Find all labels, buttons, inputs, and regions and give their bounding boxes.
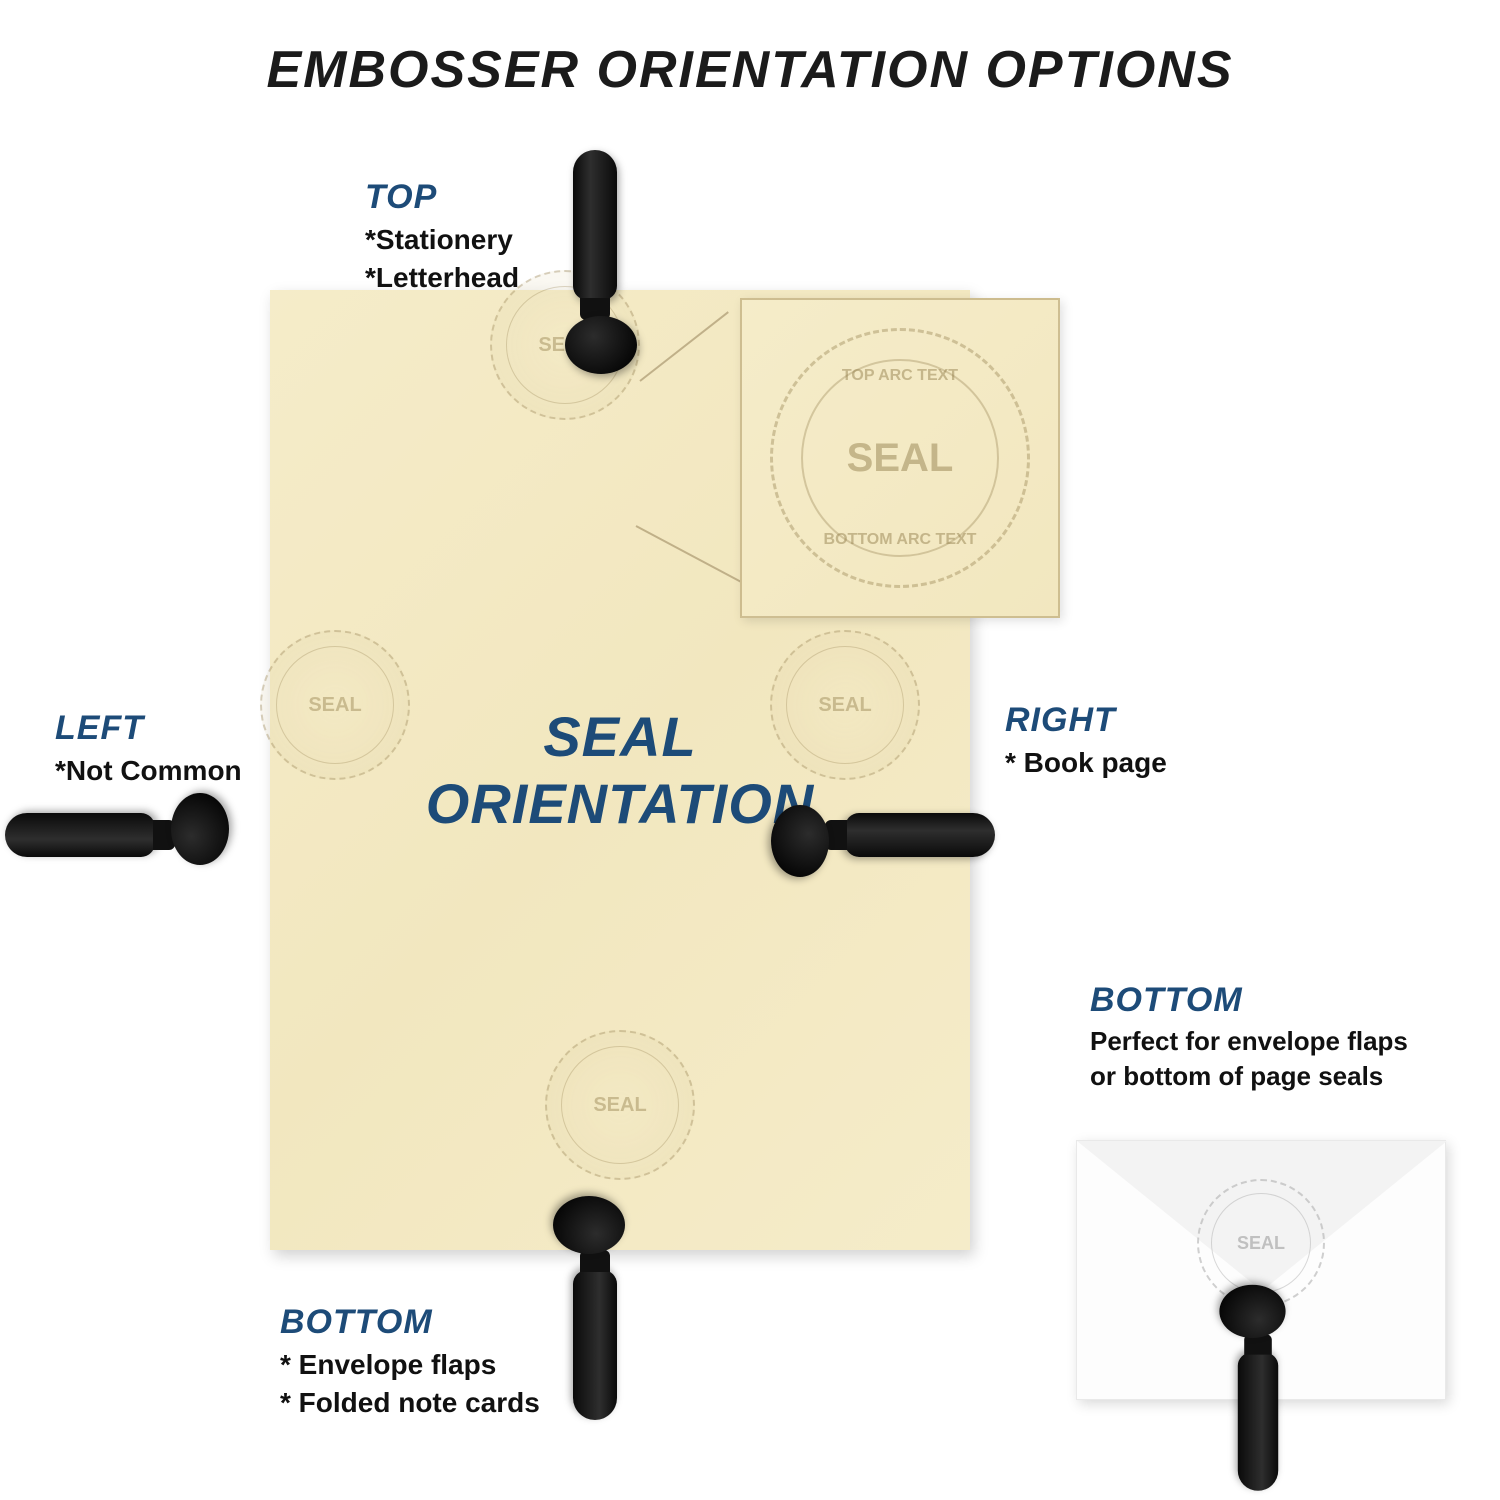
embosser-tool-bottom: [565, 1190, 625, 1420]
zoom-seal-text: SEAL: [847, 436, 954, 481]
label-bottom: BOTTOM * Envelope flaps * Folded note ca…: [280, 1300, 540, 1421]
embosser-tool-envelope: [1230, 1279, 1285, 1491]
embosser-tool-left: [5, 805, 235, 865]
label-bottom-line1: * Envelope flaps: [280, 1346, 540, 1384]
seal-zoom-impression: TOP ARC TEXT SEAL BOTTOM ARC TEXT: [770, 328, 1030, 588]
paper-center-line1: SEAL: [426, 703, 814, 770]
label-bottom-line2: * Folded note cards: [280, 1384, 540, 1422]
seal-zoom-callout: TOP ARC TEXT SEAL BOTTOM ARC TEXT: [740, 298, 1060, 618]
label-bottom2-line2: or bottom of page seals: [1090, 1059, 1408, 1094]
label-right-line1: * Book page: [1005, 744, 1167, 782]
label-top: TOP *Stationery *Letterhead: [365, 175, 519, 296]
label-top-heading: TOP: [365, 175, 519, 221]
paper-center-line2: ORIENTATION: [426, 770, 814, 837]
label-bottom-heading: BOTTOM: [280, 1300, 540, 1346]
seal-impression-bottom: SEAL: [545, 1030, 695, 1180]
zoom-arc-bottom: BOTTOM ARC TEXT: [824, 531, 977, 549]
zoom-arc-top: TOP ARC TEXT: [842, 367, 958, 385]
embosser-tool-top: [565, 150, 625, 380]
label-right-heading: RIGHT: [1005, 698, 1167, 744]
label-right: RIGHT * Book page: [1005, 698, 1167, 782]
label-left-heading: LEFT: [55, 706, 242, 752]
label-left-line1: *Not Common: [55, 752, 242, 790]
label-bottom2-heading: BOTTOM: [1090, 978, 1408, 1024]
page-title: EMBOSSER ORIENTATION OPTIONS: [0, 40, 1500, 100]
paper-center-label: SEAL ORIENTATION: [426, 703, 814, 837]
embosser-tool-right: [765, 805, 995, 865]
label-bottom-envelope: BOTTOM Perfect for envelope flaps or bot…: [1090, 978, 1408, 1094]
label-top-line1: *Stationery: [365, 221, 519, 259]
label-top-line2: *Letterhead: [365, 259, 519, 297]
label-left: LEFT *Not Common: [55, 706, 242, 790]
seal-impression-left: SEAL: [260, 630, 410, 780]
label-bottom2-line1: Perfect for envelope flaps: [1090, 1024, 1408, 1059]
